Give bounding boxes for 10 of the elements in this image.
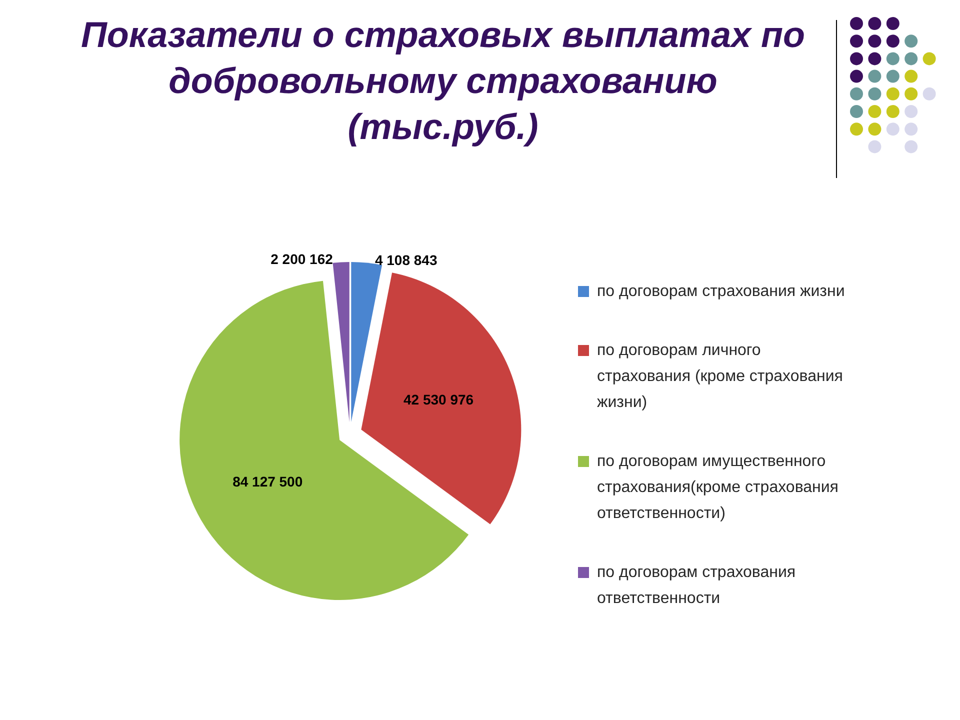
data-label: 84 127 500 xyxy=(232,473,303,490)
chart-title: Показатели о страховых выплатах по добровольному страхованию xyxy=(80,13,806,103)
chart-subtitle: (тыс.руб.) xyxy=(346,105,540,149)
legend-label: по договорам личного страхования (кроме страхования жизни) xyxy=(597,341,844,413)
data-label: 2 200 162 xyxy=(270,251,334,268)
legend-label: по договорам страхования ответственности xyxy=(597,563,797,609)
legend-label: по договорам страхования жизни xyxy=(597,282,846,302)
data-label: 42 530 976 xyxy=(403,391,474,408)
legend-label: по договорам имущественного страхования(кроме страхования ответственности) xyxy=(597,452,840,524)
data-label: 4 108 843 xyxy=(374,252,438,268)
